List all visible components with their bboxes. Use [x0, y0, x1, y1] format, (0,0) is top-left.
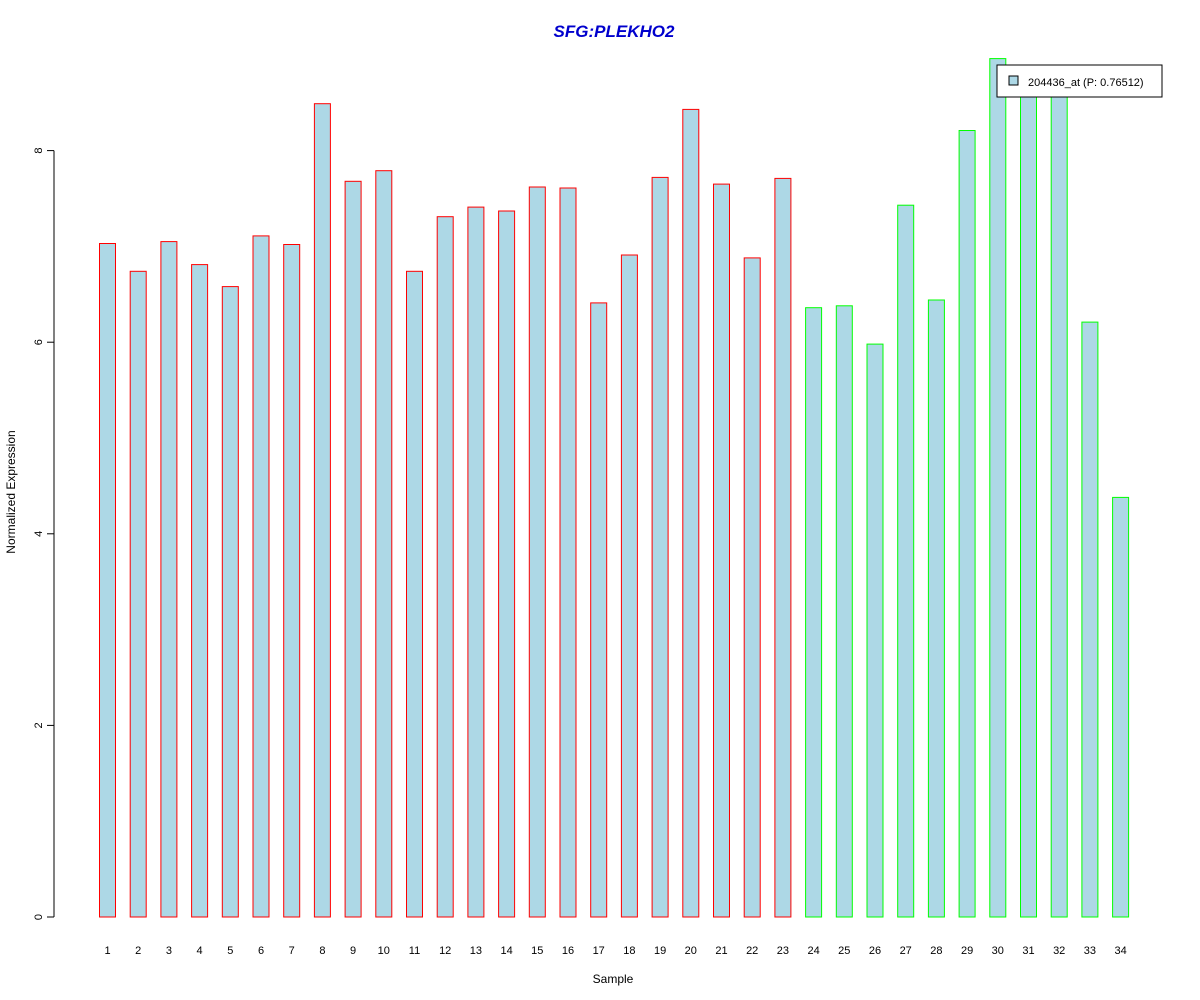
legend-swatch [1008, 75, 1019, 86]
bar-sample-28 [927, 299, 945, 918]
bar-sample-22 [743, 257, 761, 918]
bar-sample-29 [958, 130, 976, 918]
bar-sample-12 [436, 216, 454, 918]
x-tick-label: 30 [992, 945, 1004, 957]
bar-sample-9 [344, 180, 362, 918]
x-tick-label: 5 [227, 945, 233, 957]
bar-sample-27 [897, 204, 915, 918]
legend-label: 204436_at (P: 0.76512) [1028, 77, 1144, 89]
x-tick-label: 22 [746, 945, 758, 957]
y-tick-label: 4 [33, 531, 45, 537]
bar-sample-4 [191, 264, 209, 918]
x-tick-label: 16 [562, 945, 574, 957]
x-tick-label: 9 [350, 945, 356, 957]
bar-sample-26 [866, 343, 884, 918]
bar-sample-24 [805, 307, 823, 918]
bar-sample-7 [283, 244, 301, 918]
y-tick-label: 6 [33, 339, 45, 345]
x-tick-label: 14 [500, 945, 512, 957]
bar-sample-18 [620, 254, 638, 918]
bar-sample-21 [713, 183, 730, 918]
x-tick-label: 3 [166, 945, 172, 957]
x-tick-label: 15 [531, 945, 543, 957]
chart-title: SFG:PLEKHO2 [554, 22, 675, 41]
x-tick-label: 34 [1114, 945, 1126, 957]
bar-sample-30 [989, 58, 1007, 918]
x-tick-label: 21 [715, 945, 727, 957]
bar-sample-15 [528, 186, 546, 918]
bar-sample-25 [835, 305, 853, 918]
bar-sample-13 [467, 206, 485, 918]
x-tick-label: 25 [838, 945, 850, 957]
y-tick-label: 0 [33, 914, 45, 920]
x-tick-label: 23 [777, 945, 789, 957]
legend: 204436_at (P: 0.76512) [996, 64, 1163, 98]
x-tick-label: 18 [623, 945, 635, 957]
bar-sample-2 [129, 270, 147, 918]
bar-sample-3 [160, 241, 178, 918]
x-tick-label: 1 [104, 945, 110, 957]
x-tick-label: 24 [807, 945, 819, 957]
bar-sample-5 [221, 286, 239, 918]
x-tick-label: 29 [961, 945, 973, 957]
bar-sample-16 [559, 187, 577, 918]
y-tick-label: 2 [33, 722, 45, 728]
bar-sample-23 [774, 177, 792, 918]
bar-sample-11 [406, 270, 423, 918]
x-tick-label: 10 [378, 945, 390, 957]
bar-sample-33 [1081, 321, 1099, 918]
x-tick-label: 26 [869, 945, 881, 957]
bar-sample-6 [252, 235, 270, 918]
x-tick-label: 31 [1022, 945, 1034, 957]
bar-sample-10 [375, 170, 393, 918]
bar-sample-19 [651, 176, 669, 918]
x-tick-label: 17 [593, 945, 605, 957]
x-axis-label: Sample [593, 972, 634, 986]
bar-sample-14 [498, 210, 516, 918]
x-tick-label: 27 [900, 945, 912, 957]
legend-box [996, 64, 1163, 98]
y-tick-label: 8 [33, 148, 45, 154]
x-tick-labels: 1 2 3 4 5 6 7 8 9 10 11 12 13 14 15 16 17 18 19 20 21 22 23 24 2… [104, 945, 1126, 957]
bar-sample-34 [1112, 496, 1130, 918]
x-tick-label: 4 [197, 945, 203, 957]
x-tick-label: 19 [654, 945, 666, 957]
x-tick-label: 13 [470, 945, 482, 957]
x-tick-label: 11 [409, 945, 420, 957]
x-tick-label: 6 [258, 945, 264, 957]
bars [99, 58, 1130, 918]
x-tick-label: 28 [930, 945, 942, 957]
bar-sample-1 [99, 243, 116, 918]
x-tick-label: 33 [1084, 945, 1096, 957]
x-tick-label: 20 [685, 945, 697, 957]
x-tick-label: 8 [319, 945, 325, 957]
bar-sample-17 [590, 302, 608, 918]
bar-sample-20 [682, 108, 700, 918]
bar-sample-32 [1050, 72, 1068, 918]
y-axis: 0 2 4 6 8 [33, 148, 55, 920]
bar-sample-31 [1020, 74, 1037, 918]
x-tick-label: 2 [135, 945, 141, 957]
x-tick-label: 32 [1053, 945, 1065, 957]
y-axis-label: Normalized Expression [4, 430, 18, 553]
x-tick-label: 12 [439, 945, 451, 957]
bar-sample-8 [313, 103, 331, 918]
x-tick-label: 7 [289, 945, 295, 957]
